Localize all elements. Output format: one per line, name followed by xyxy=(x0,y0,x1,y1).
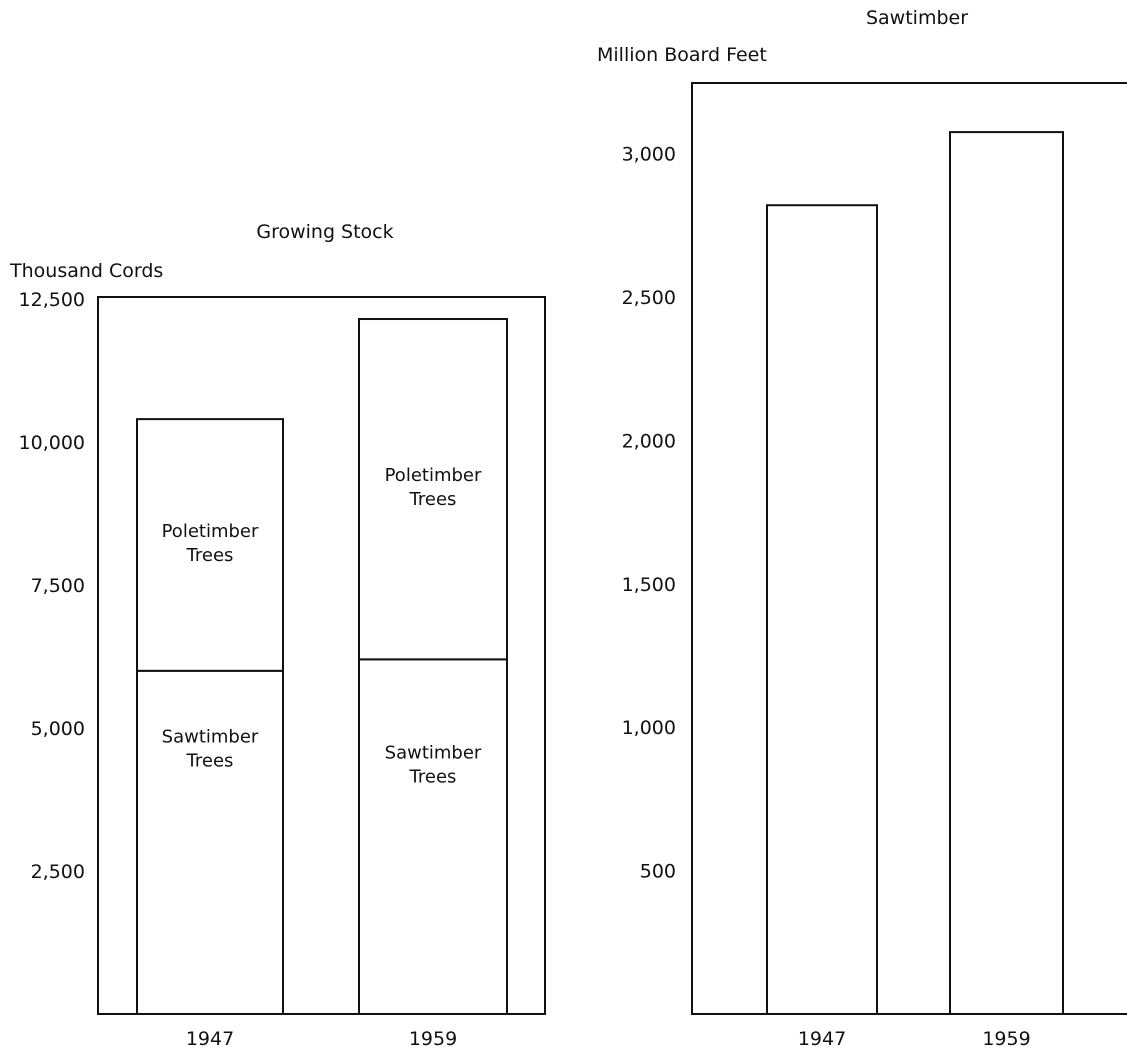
poletimber-trees-label-1947-line1: Poletimber xyxy=(162,521,259,542)
growing-stock-x-tick-label: 1947 xyxy=(186,1028,234,1050)
sawtimber-y-tick-label: 3,000 xyxy=(622,144,676,166)
growing-stock-title: Growing Stock xyxy=(256,221,393,243)
growing-stock-y-axis-label: Thousand Cords xyxy=(9,260,163,282)
sawtimber-x-ticks: 1947 1959 xyxy=(798,1028,1031,1050)
growing-stock-y-ticks: 2,500 5,000 7,500 10,000 12,500 xyxy=(19,289,85,883)
sawtimber-title: Sawtimber xyxy=(866,7,968,29)
sawtimber-trees-label-1947-line2: Trees xyxy=(186,750,234,771)
sawtimber-plot-frame xyxy=(691,82,1127,1015)
growing-stock-x-ticks: 1947 1959 xyxy=(186,1028,457,1050)
sawtimber-trees-label-1947-line1: Sawtimber xyxy=(162,726,259,747)
sawtimber-x-tick-label: 1959 xyxy=(982,1028,1030,1050)
sawtimber-bars xyxy=(766,131,1064,1015)
growing-stock-plot-frame xyxy=(97,296,546,1015)
growing-stock-y-tick-label: 5,000 xyxy=(31,718,85,740)
sawtimber-y-tick-label: 1,500 xyxy=(622,574,676,596)
sawtimber-trees-label-1959-line1: Sawtimber xyxy=(385,743,482,764)
bar-poletimber-trees-1959 xyxy=(358,318,508,661)
sawtimber-y-ticks: 500 1,000 1,500 2,000 2,500 3,000 xyxy=(622,144,676,883)
sawtimber-y-tick-label: 2,000 xyxy=(622,430,676,452)
sawtimber-y-tick-label: 1,000 xyxy=(622,717,676,739)
growing-stock-y-tick-label: 12,500 xyxy=(19,289,85,311)
growing-stock-bars: Poletimber Trees Sawtimber Trees Poletimber T… xyxy=(136,318,508,1015)
sawtimber-trees-label-1959-line2: Trees xyxy=(409,767,457,788)
bar-poletimber-trees-1947 xyxy=(136,418,284,672)
growing-stock-y-tick-label: 2,500 xyxy=(31,861,85,883)
bar-sawtimber-1947 xyxy=(766,204,878,1015)
growing-stock-y-tick-label: 7,500 xyxy=(31,575,85,597)
poletimber-trees-label-1947-line2: Trees xyxy=(186,545,234,566)
growing-stock-chart: Growing Stock Thousand Cords 2,500 5,000 7… xyxy=(9,221,546,1050)
sawtimber-x-tick-label: 1947 xyxy=(798,1028,846,1050)
bar-sawtimber-trees-1959 xyxy=(358,658,508,1015)
poletimber-trees-label-1959-line2: Trees xyxy=(409,489,457,510)
poletimber-trees-label-1959-line1: Poletimber xyxy=(385,465,482,486)
growing-stock-x-tick-label: 1959 xyxy=(409,1028,457,1050)
bar-sawtimber-trees-1947 xyxy=(136,669,284,1015)
bar-sawtimber-1959 xyxy=(949,131,1064,1015)
growing-stock-y-tick-label: 10,000 xyxy=(19,432,85,454)
sawtimber-y-tick-label: 2,500 xyxy=(622,287,676,309)
sawtimber-chart: Sawtimber Million Board Feet 500 1,000 1,5… xyxy=(597,7,1127,1050)
sawtimber-y-axis-label: Million Board Feet xyxy=(597,44,767,66)
sawtimber-y-tick-label: 500 xyxy=(640,861,676,883)
